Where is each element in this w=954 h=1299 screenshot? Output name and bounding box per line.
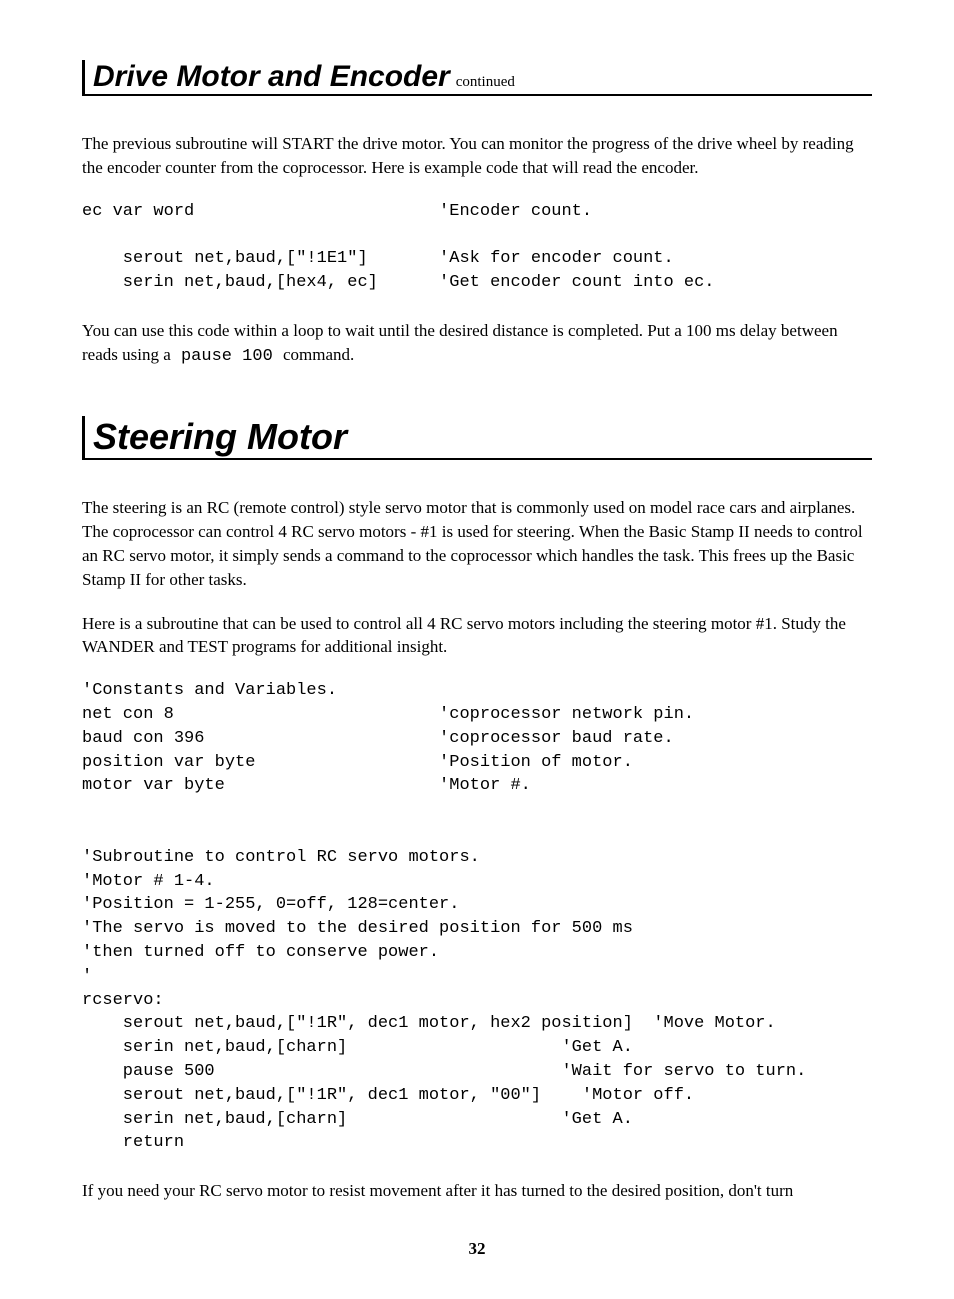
paragraph-1: The previous subroutine will START the d…: [82, 132, 872, 180]
paragraph-2: You can use this code within a loop to w…: [82, 319, 872, 369]
page-number: 32: [82, 1239, 872, 1259]
inline-code-pause: pause 100: [171, 347, 283, 366]
continued-label: continued: [456, 74, 515, 90]
section-title-1: Drive Motor and Encoder: [93, 60, 450, 93]
code-block-2: 'Constants and Variables. net con 8 'cop…: [82, 679, 872, 1155]
paragraph-5: If you need your RC servo motor to resis…: [82, 1179, 872, 1203]
section-title-2: Steering Motor: [93, 416, 347, 457]
code-block-1: ec var word 'Encoder count. serout net,b…: [82, 200, 872, 295]
para2-post: command.: [283, 345, 354, 364]
section-header-drive-motor: Drive Motor and Encoder continued: [82, 60, 872, 96]
paragraph-3: The steering is an RC (remote control) s…: [82, 496, 872, 591]
section-header-steering-motor: Steering Motor: [82, 416, 872, 460]
paragraph-4: Here is a subroutine that can be used to…: [82, 612, 872, 660]
